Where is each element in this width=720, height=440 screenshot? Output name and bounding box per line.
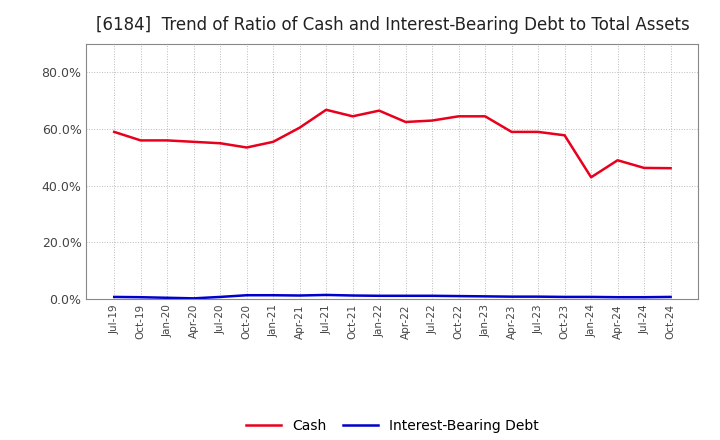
Interest-Bearing Debt <box>481 294 490 299</box>
Interest-Bearing Debt <box>110 294 119 300</box>
Cash <box>136 138 145 143</box>
Interest-Bearing Debt <box>348 293 357 298</box>
Interest-Bearing Debt <box>189 296 198 301</box>
Cash <box>508 129 516 135</box>
Title: [6184]  Trend of Ratio of Cash and Interest-Bearing Debt to Total Assets: [6184] Trend of Ratio of Cash and Intere… <box>96 16 689 34</box>
Interest-Bearing Debt <box>295 293 304 298</box>
Cash <box>295 125 304 130</box>
Cash <box>560 133 569 138</box>
Cash <box>587 175 595 180</box>
Interest-Bearing Debt <box>640 294 649 300</box>
Cash <box>401 119 410 125</box>
Line: Interest-Bearing Debt: Interest-Bearing Debt <box>114 295 670 298</box>
Cash <box>481 114 490 119</box>
Cash <box>243 145 251 150</box>
Cash <box>640 165 649 171</box>
Cash <box>110 129 119 135</box>
Cash <box>322 107 330 113</box>
Cash <box>216 141 225 146</box>
Interest-Bearing Debt <box>454 293 463 299</box>
Interest-Bearing Debt <box>587 294 595 300</box>
Cash <box>189 139 198 144</box>
Cash <box>666 165 675 171</box>
Interest-Bearing Debt <box>243 293 251 298</box>
Interest-Bearing Debt <box>428 293 436 298</box>
Interest-Bearing Debt <box>375 293 384 298</box>
Cash <box>428 118 436 123</box>
Interest-Bearing Debt <box>560 294 569 300</box>
Interest-Bearing Debt <box>534 294 542 299</box>
Cash <box>454 114 463 119</box>
Interest-Bearing Debt <box>508 294 516 299</box>
Cash <box>163 138 171 143</box>
Interest-Bearing Debt <box>136 294 145 300</box>
Interest-Bearing Debt <box>322 292 330 297</box>
Interest-Bearing Debt <box>401 293 410 298</box>
Cash <box>348 114 357 119</box>
Interest-Bearing Debt <box>666 294 675 300</box>
Interest-Bearing Debt <box>269 293 277 298</box>
Line: Cash: Cash <box>114 110 670 177</box>
Legend: Cash, Interest-Bearing Debt: Cash, Interest-Bearing Debt <box>240 413 544 438</box>
Interest-Bearing Debt <box>216 294 225 300</box>
Cash <box>534 129 542 135</box>
Cash <box>375 108 384 113</box>
Cash <box>613 158 622 163</box>
Interest-Bearing Debt <box>163 295 171 301</box>
Cash <box>269 139 277 144</box>
Interest-Bearing Debt <box>613 294 622 300</box>
